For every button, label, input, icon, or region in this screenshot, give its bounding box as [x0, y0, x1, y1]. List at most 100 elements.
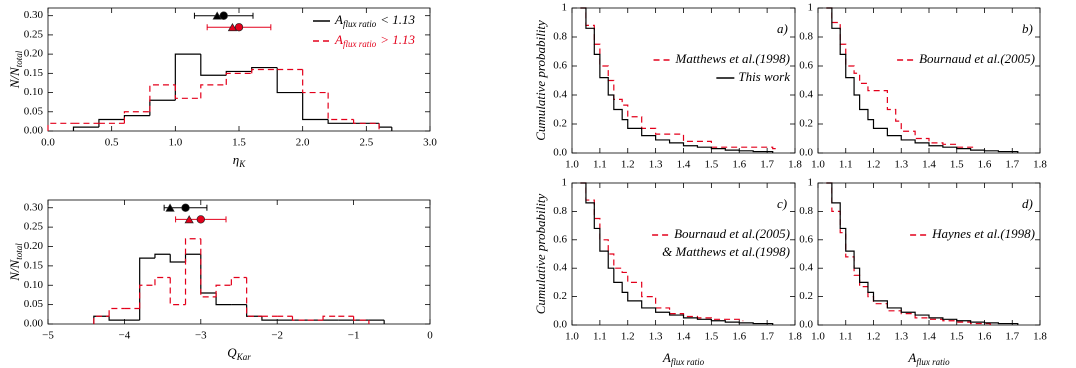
histogram-bin — [225, 72, 252, 85]
x-tick-label: 3.0 — [423, 137, 437, 149]
cumulative-step — [826, 182, 995, 325]
y-tick-label: 0.00 — [24, 125, 44, 137]
cumulative-step — [826, 7, 1019, 153]
histogram-bin — [169, 254, 186, 263]
x-tick-label: 1.5 — [232, 137, 246, 149]
legend-entry-main: A — [334, 12, 343, 27]
y-tick-label: 0.10 — [24, 279, 44, 291]
histogram-bin — [154, 276, 171, 286]
y-tick-label: 0.05 — [24, 105, 44, 117]
histogram-bin — [98, 118, 125, 128]
x-tick-label: 1.4 — [677, 331, 691, 343]
histogram-bin — [47, 122, 74, 131]
x-tick-label: 1.7 — [760, 159, 774, 171]
x-tick-label: 1.4 — [922, 159, 936, 171]
histogram-bin — [108, 307, 125, 317]
x-axis-label-main: Q — [227, 345, 237, 360]
y-tick-label: 0.0 — [553, 319, 567, 331]
y-axis-label-main: Cumulative probability — [533, 194, 548, 315]
y-tick-label: 0.4 — [799, 89, 813, 101]
y-axis-label: Cumulative probability — [533, 20, 548, 141]
plot-frame — [47, 199, 431, 325]
y-tick-label: 0.25 — [24, 28, 44, 40]
x-tick-label: 1.5 — [705, 159, 719, 171]
y-axis-label: N/Ntotal — [7, 243, 24, 282]
histogram-bin — [378, 123, 392, 128]
x-tick-label: −2 — [271, 330, 283, 342]
legend-entry-rest: < 1.13 — [380, 12, 415, 27]
histogram-bin — [72, 126, 99, 131]
legend-entry: Bournaud et al.(2005) — [919, 51, 1035, 66]
y-tick-label: 0.0 — [799, 147, 813, 159]
x-tick-label: −1 — [348, 330, 360, 342]
x-tick-label: 1.8 — [788, 159, 802, 171]
mean-marker — [196, 215, 205, 224]
x-tick-label: 1.1 — [593, 331, 607, 343]
x-tick-label: −5 — [42, 330, 54, 342]
cumulative-step — [580, 182, 774, 325]
histogram-bin — [93, 315, 110, 324]
histogram-bin — [327, 119, 354, 124]
histogram-bin — [215, 284, 232, 297]
cumulative-step — [826, 182, 1019, 325]
x-tick-label: 1.6 — [978, 331, 992, 343]
y-tick-label: 1 — [808, 2, 814, 14]
histogram-bin — [291, 316, 308, 321]
histogram-bin — [174, 84, 201, 99]
legend-entry-sub: flux ratio — [343, 39, 377, 49]
y-tick-label: 1 — [562, 177, 568, 189]
plot-frame — [817, 7, 1041, 154]
y-tick-label: 0.2 — [799, 118, 813, 130]
x-tick-label: 2.0 — [296, 137, 310, 149]
x-tick-label: 1.4 — [677, 159, 691, 171]
y-axis-label-main: N/N — [7, 66, 22, 89]
y-tick-label: 0.4 — [799, 262, 813, 274]
x-tick-label: 0 — [427, 330, 433, 342]
y-axis-label: N/Ntotal — [7, 50, 24, 89]
histogram-bin — [200, 254, 217, 294]
x-tick-label: 1.8 — [1033, 159, 1047, 171]
x-tick-label: 1.3 — [649, 159, 663, 171]
histogram-bin — [200, 84, 227, 99]
median-marker — [165, 203, 175, 212]
y-tick-label: 0.15 — [24, 67, 44, 79]
y-tick-label: 0.00 — [24, 318, 44, 330]
y-tick-label: 0.30 — [24, 9, 44, 21]
y-tick-label: 0.2 — [553, 290, 567, 302]
x-tick-label: 1.8 — [788, 331, 802, 343]
y-tick-label: 1 — [562, 2, 568, 14]
panel-label: d) — [1022, 196, 1033, 211]
y-tick-label: 0.8 — [799, 205, 813, 217]
x-axis-label: Aflux ratio — [907, 350, 950, 367]
y-tick-label: 0.6 — [799, 233, 813, 245]
histogram-bin — [149, 99, 176, 116]
x-tick-label: −4 — [119, 330, 131, 342]
y-axis-label-main: N/N — [7, 258, 22, 281]
y-tick-label: 0.2 — [553, 118, 567, 130]
y-tick-label: 0.8 — [553, 31, 567, 43]
x-axis-label-main: η — [233, 152, 239, 167]
cumulative-step — [826, 7, 975, 148]
histogram-bin — [246, 277, 262, 317]
histogram-bin — [322, 315, 339, 321]
legend-entry-main: A — [334, 32, 343, 47]
x-tick-label: −3 — [195, 330, 207, 342]
histogram-bin — [139, 284, 155, 309]
histogram-bin — [302, 69, 329, 94]
panel-label: a) — [777, 21, 788, 36]
x-tick-label: 1.7 — [760, 331, 774, 343]
histogram-bin — [174, 53, 201, 101]
y-tick-label: 0.4 — [553, 262, 567, 274]
x-tick-label: 1.3 — [649, 331, 663, 343]
legend-entry: & Matthews et al.(1998) — [662, 244, 790, 259]
histogram-bin — [230, 276, 247, 286]
y-axis-label-sub: total — [14, 50, 24, 67]
panel-label: c) — [777, 196, 787, 211]
x-tick-label: 1.2 — [867, 331, 881, 343]
mean-marker — [234, 23, 244, 32]
y-tick-label: 0.6 — [799, 60, 813, 72]
histogram-bin — [215, 293, 232, 306]
y-tick-label: 0.20 — [24, 48, 44, 60]
x-axis-label: ηK — [233, 152, 246, 169]
x-tick-label: 0.0 — [41, 137, 55, 149]
